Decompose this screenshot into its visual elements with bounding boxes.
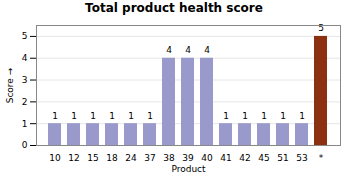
svg-text:4: 4 [22,53,28,63]
svg-text:51: 51 [277,153,288,163]
svg-text:53: 53 [296,153,307,163]
svg-text:12: 12 [68,153,79,163]
svg-text:0: 0 [22,140,28,150]
html-text:Total product health score: Total product health score [85,1,263,15]
svg-text:38: 38 [163,153,175,163]
svg-text:2: 2 [22,97,28,107]
svg-text:4: 4 [204,45,210,55]
svg-text:1: 1 [280,111,286,121]
svg-text:1: 1 [109,111,115,121]
svg-text:1: 1 [52,111,58,121]
svg-text:41: 41 [220,153,231,163]
svg-text:1: 1 [22,119,28,129]
svg-text:1: 1 [90,111,96,121]
svg-text:1: 1 [223,111,229,121]
svg-text:39: 39 [182,153,194,163]
svg-text:1: 1 [261,111,267,121]
svg-text:Product: Product [171,164,206,174]
svg-text:4: 4 [166,45,172,55]
svg-text:*: * [319,153,324,163]
svg-text:10: 10 [49,153,61,163]
svg-text:1: 1 [299,111,305,121]
svg-text:Score →: Score → [5,67,15,103]
svg-text:45: 45 [258,153,269,163]
svg-text:42: 42 [239,153,250,163]
svg-text:37: 37 [144,153,155,163]
svg-text:1: 1 [128,111,134,121]
svg-text:3: 3 [22,75,28,85]
svg-text:1: 1 [242,111,248,121]
svg-text:5: 5 [22,31,28,41]
svg-text:15: 15 [87,153,98,163]
svg-text:5: 5 [318,23,324,33]
svg-text:40: 40 [201,153,213,163]
svg-text:24: 24 [125,153,137,163]
svg-text:1: 1 [147,111,153,121]
svg-text:4: 4 [185,45,191,55]
svg-text:18: 18 [106,153,118,163]
svg-text:1: 1 [71,111,77,121]
